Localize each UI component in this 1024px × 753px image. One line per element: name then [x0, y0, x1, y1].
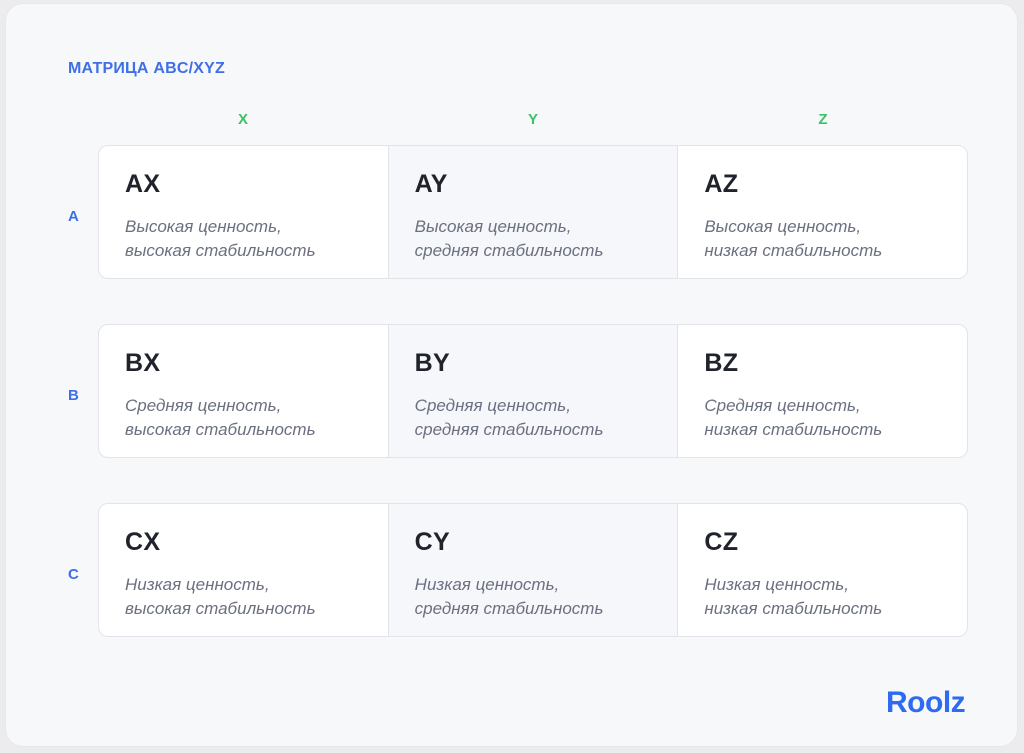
cell-bx: BX Средняя ценность, высокая стабильност…: [99, 325, 388, 457]
description-line: средняя стабильность: [414, 420, 604, 439]
cell-description: Средняя ценность, средняя стабильность: [415, 394, 678, 442]
row-label-c: C: [68, 566, 79, 583]
description-line: высокая стабильность: [125, 599, 316, 618]
cell-description: Низкая ценность, средняя стабильность: [415, 573, 678, 621]
cell-ay: AY Высокая ценность, средняя стабильност…: [387, 146, 678, 278]
cell-description: Средняя ценность, высокая стабильность: [125, 394, 388, 442]
cell-description: Средняя ценность, низкая стабильность: [704, 394, 967, 442]
description-line: Средняя ценность,: [125, 396, 282, 415]
cell-code: CX: [125, 528, 161, 556]
cell-code: AZ: [704, 170, 739, 198]
roolz-logo: Roolz: [886, 686, 966, 719]
cell-code: CY: [414, 528, 451, 556]
cell-code: BZ: [704, 349, 739, 377]
description-line: Низкая ценность,: [704, 575, 849, 594]
cell-cy: CY Низкая ценность, средняя стабильность: [387, 504, 678, 636]
matrix-title: МАТРИЦА ABC/XYZ: [68, 60, 225, 77]
description-line: низкая стабильность: [704, 241, 883, 260]
cell-code: BX: [125, 349, 161, 377]
matrix-row-c: CX Низкая ценность, высокая стабильность…: [98, 503, 968, 637]
description-line: низкая стабильность: [704, 599, 883, 618]
cell-description: Высокая ценность, низкая стабильность: [704, 215, 967, 263]
description-line: средняя стабильность: [414, 241, 604, 260]
description-line: Высокая ценность,: [414, 217, 572, 236]
cell-code: CZ: [704, 528, 739, 556]
cell-description: Низкая ценность, высокая стабильность: [125, 573, 388, 621]
row-label-a: A: [68, 208, 79, 225]
description-line: Высокая ценность,: [704, 217, 862, 236]
description-line: Низкая ценность,: [125, 575, 270, 594]
cell-az: AZ Высокая ценность, низкая стабильность: [677, 146, 967, 278]
matrix-row-b: BX Средняя ценность, высокая стабильност…: [98, 324, 968, 458]
description-line: высокая стабильность: [125, 420, 316, 439]
column-label-y: Y: [527, 111, 538, 128]
cell-description: Низкая ценность, низкая стабильность: [704, 573, 967, 621]
cell-description: Высокая ценность, высокая стабильность: [125, 215, 388, 263]
matrix-card: МАТРИЦА ABC/XYZ X Y Z A AX Высокая ценно…: [5, 3, 1018, 747]
description-line: высокая стабильность: [125, 241, 316, 260]
cell-code: BY: [414, 349, 451, 377]
cell-bz: BZ Средняя ценность, низкая стабильность: [677, 325, 967, 457]
cell-code: AY: [414, 170, 448, 198]
description-line: Средняя ценность,: [414, 396, 571, 415]
description-line: Средняя ценность,: [704, 396, 861, 415]
cell-ax: AX Высокая ценность, высокая стабильност…: [99, 146, 388, 278]
row-label-b: B: [68, 387, 79, 404]
cell-cx: CX Низкая ценность, высокая стабильность: [99, 504, 388, 636]
description-line: Низкая ценность,: [414, 575, 560, 594]
cell-cz: CZ Низкая ценность, низкая стабильность: [677, 504, 967, 636]
cell-by: BY Средняя ценность, средняя стабильност…: [387, 325, 678, 457]
column-label-z: Z: [818, 111, 828, 128]
matrix-row-a: AX Высокая ценность, высокая стабильност…: [98, 145, 968, 279]
description-line: средняя стабильность: [414, 599, 604, 618]
column-label-x: X: [237, 111, 248, 128]
cell-description: Высокая ценность, средняя стабильность: [415, 215, 678, 263]
cell-code: AX: [125, 170, 161, 198]
description-line: низкая стабильность: [704, 420, 883, 439]
description-line: Высокая ценность,: [125, 217, 282, 236]
